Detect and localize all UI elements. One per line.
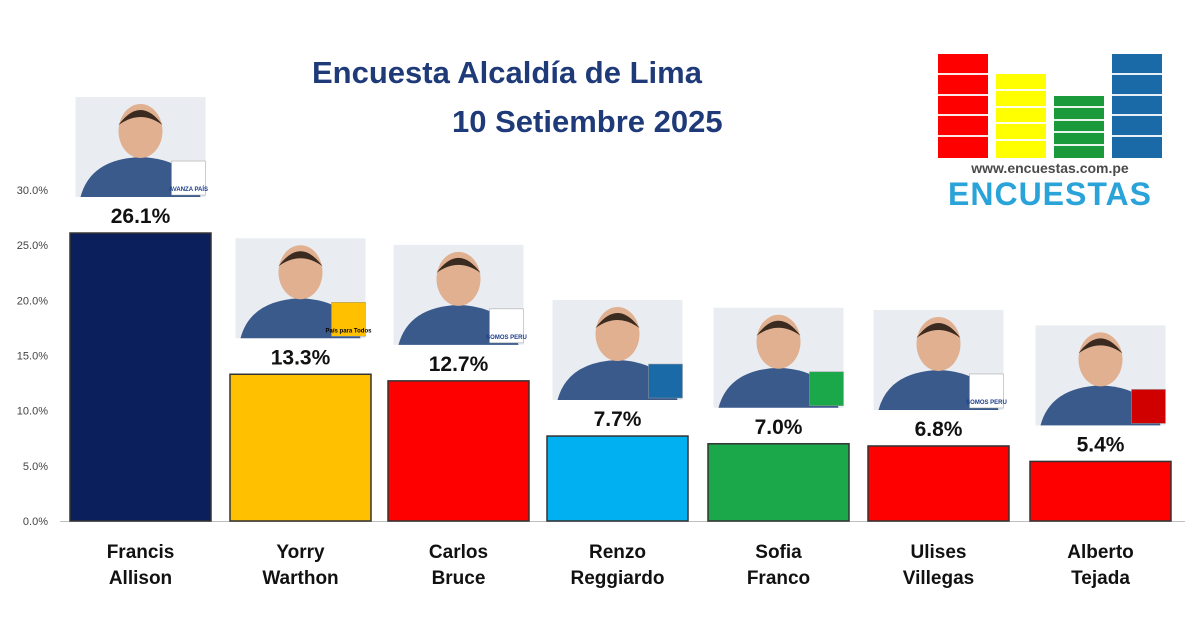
candidate-photo: País para Todos bbox=[235, 238, 373, 339]
category-label-line: Yorry bbox=[276, 542, 325, 563]
value-label: 26.1% bbox=[111, 205, 171, 228]
party-logo-icon bbox=[331, 302, 366, 337]
value-label: 7.0% bbox=[755, 416, 803, 439]
person-body-icon bbox=[718, 367, 839, 408]
value-label: 13.3% bbox=[271, 346, 331, 369]
candidate-photo: AVANZA PAÍS bbox=[75, 97, 208, 198]
bars bbox=[69, 232, 1172, 522]
category-label: Sofia Franco bbox=[747, 542, 810, 589]
person-hair-icon bbox=[595, 313, 640, 329]
category-label: Francis Allison bbox=[107, 542, 175, 589]
party-logo-icon bbox=[1131, 389, 1166, 424]
party-logo-text: SOMOS PERU bbox=[966, 400, 1007, 406]
value-label: 7.7% bbox=[594, 408, 642, 431]
category-labels: Francis Allison Yorry Warthon Carlos Bruce Ren… bbox=[107, 542, 1134, 589]
y-tick-label: 25.0% bbox=[17, 240, 48, 252]
value-label: 5.4% bbox=[1077, 433, 1125, 456]
logo-url: www.encuestas.com.pe bbox=[971, 160, 1129, 176]
candidate-photo bbox=[713, 307, 844, 408]
person-body-icon bbox=[240, 298, 361, 339]
chart-subtitle: 10 Setiembre 2025 bbox=[452, 104, 723, 139]
category-label-line: Carlos bbox=[429, 542, 488, 563]
logo-bars-icon bbox=[938, 54, 1162, 158]
category-label-line: Ulises bbox=[911, 542, 967, 563]
candidate-photos: AVANZA PAÍS País para Todos SOMOS PERU SOMO… bbox=[75, 97, 1166, 426]
person-hair-icon bbox=[756, 320, 801, 336]
party-logo-text: SOMOS PERU bbox=[486, 335, 527, 341]
party-logo-icon bbox=[809, 371, 844, 407]
chart-title: Encuesta Alcaldía de Lima bbox=[312, 55, 702, 90]
person-hair-icon bbox=[916, 322, 961, 338]
person-hair-icon bbox=[436, 257, 481, 273]
candidate-photo: SOMOS PERU bbox=[873, 309, 1007, 410]
person-body-icon bbox=[80, 157, 201, 198]
category-label-line: Warthon bbox=[262, 568, 338, 589]
logo-bar bbox=[938, 54, 988, 158]
bar bbox=[707, 443, 850, 522]
category-label-line: Sofia bbox=[755, 542, 802, 563]
person-hair-icon bbox=[278, 251, 323, 267]
party-logo-icon bbox=[489, 308, 524, 344]
candidate-photo bbox=[1035, 325, 1166, 426]
category-label-line: Bruce bbox=[432, 568, 486, 589]
category-label-line: Tejada bbox=[1071, 568, 1130, 589]
category-label: Ulises Villegas bbox=[903, 542, 974, 589]
party-logo-icon bbox=[969, 373, 1004, 409]
party-logo-text: AVANZA PAÍS bbox=[169, 185, 208, 193]
candidate-photo: SOMOS PERU bbox=[393, 244, 527, 345]
party-logo-icon bbox=[648, 363, 683, 399]
category-label: Renzo Reggiardo bbox=[571, 542, 665, 589]
y-tick-label: 5.0% bbox=[23, 461, 48, 473]
party-logo-text: País para Todos bbox=[326, 328, 373, 334]
y-tick-label: 10.0% bbox=[17, 406, 48, 418]
person-body-icon bbox=[398, 304, 519, 345]
category-label-line: Allison bbox=[109, 568, 172, 589]
encuestas-logo: www.encuestas.com.pe ENCUESTAS bbox=[930, 50, 1170, 220]
category-label: Yorry Warthon bbox=[262, 542, 338, 589]
person-body-icon bbox=[557, 360, 678, 401]
category-label-line: Villegas bbox=[903, 568, 974, 589]
person-hair-icon bbox=[1078, 338, 1123, 354]
category-label: Alberto Tejada bbox=[1067, 542, 1134, 589]
category-label-line: Francis bbox=[107, 542, 175, 563]
bar bbox=[387, 380, 530, 522]
y-tick-label: 15.0% bbox=[17, 351, 48, 363]
person-hair-icon bbox=[118, 110, 163, 126]
category-label: Carlos Bruce bbox=[429, 542, 488, 589]
y-tick-label: 20.0% bbox=[17, 295, 48, 307]
category-label-line: Alberto bbox=[1067, 542, 1134, 563]
category-label-line: Reggiardo bbox=[571, 568, 665, 589]
bar bbox=[229, 373, 372, 522]
y-tick-label: 0.0% bbox=[23, 516, 48, 528]
person-body-icon bbox=[1040, 385, 1161, 426]
logo-bar bbox=[996, 74, 1046, 158]
party-logo-icon bbox=[171, 160, 206, 196]
logo-name: ENCUESTAS bbox=[948, 176, 1152, 212]
bar bbox=[867, 445, 1010, 522]
candidate-photo bbox=[552, 300, 683, 401]
person-body-icon bbox=[878, 369, 999, 410]
bar bbox=[69, 232, 212, 522]
category-label-line: Renzo bbox=[589, 542, 646, 563]
bar bbox=[1029, 460, 1172, 522]
value-label: 12.7% bbox=[429, 353, 489, 376]
bar bbox=[546, 435, 689, 522]
value-label: 6.8% bbox=[915, 418, 963, 441]
logo-bar bbox=[1054, 96, 1104, 158]
category-label-line: Franco bbox=[747, 568, 810, 589]
value-labels: 26.1% 13.3% 12.7% 7.7% 7.0% 6.8% 5.4% bbox=[111, 205, 1125, 456]
y-tick-label: 30.0% bbox=[17, 185, 48, 197]
logo-bar bbox=[1112, 54, 1162, 158]
